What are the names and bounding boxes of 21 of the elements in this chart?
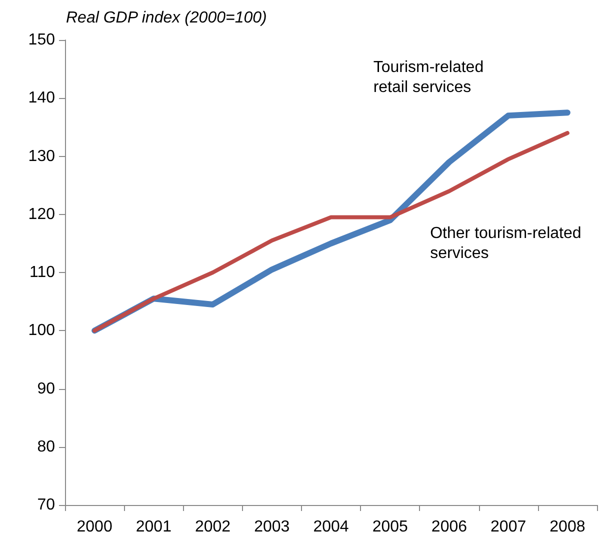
y-tick-label: 130 bbox=[28, 148, 56, 165]
x-tick-label: 2002 bbox=[194, 518, 231, 536]
y-tick-label: 150 bbox=[28, 32, 56, 48]
y-tick-label: 120 bbox=[28, 206, 56, 223]
y-tick-label: 100 bbox=[28, 322, 56, 340]
x-tick-label: 2003 bbox=[254, 518, 290, 536]
x-tick-label: 2006 bbox=[431, 518, 468, 536]
y-axis-title: Real GDP index (2000=100) bbox=[66, 10, 267, 26]
y-tick-label: 80 bbox=[37, 438, 56, 456]
y-tick-label: 110 bbox=[29, 264, 56, 281]
x-tick-label: 2007 bbox=[490, 518, 526, 536]
y-tick-label: 140 bbox=[28, 90, 56, 107]
x-tick-label: 2001 bbox=[136, 518, 172, 536]
series-label: Tourism-related retail services bbox=[373, 59, 488, 96]
x-tick-label: 2005 bbox=[372, 518, 408, 536]
y-tick-label: 70 bbox=[37, 496, 56, 514]
y-tick-label: 90 bbox=[37, 380, 56, 398]
x-tick-label: 2000 bbox=[76, 518, 112, 536]
x-tick-label: 2008 bbox=[550, 518, 586, 536]
series-label: Other tourism-related services bbox=[430, 224, 586, 262]
x-tick-label: 2004 bbox=[313, 518, 349, 536]
